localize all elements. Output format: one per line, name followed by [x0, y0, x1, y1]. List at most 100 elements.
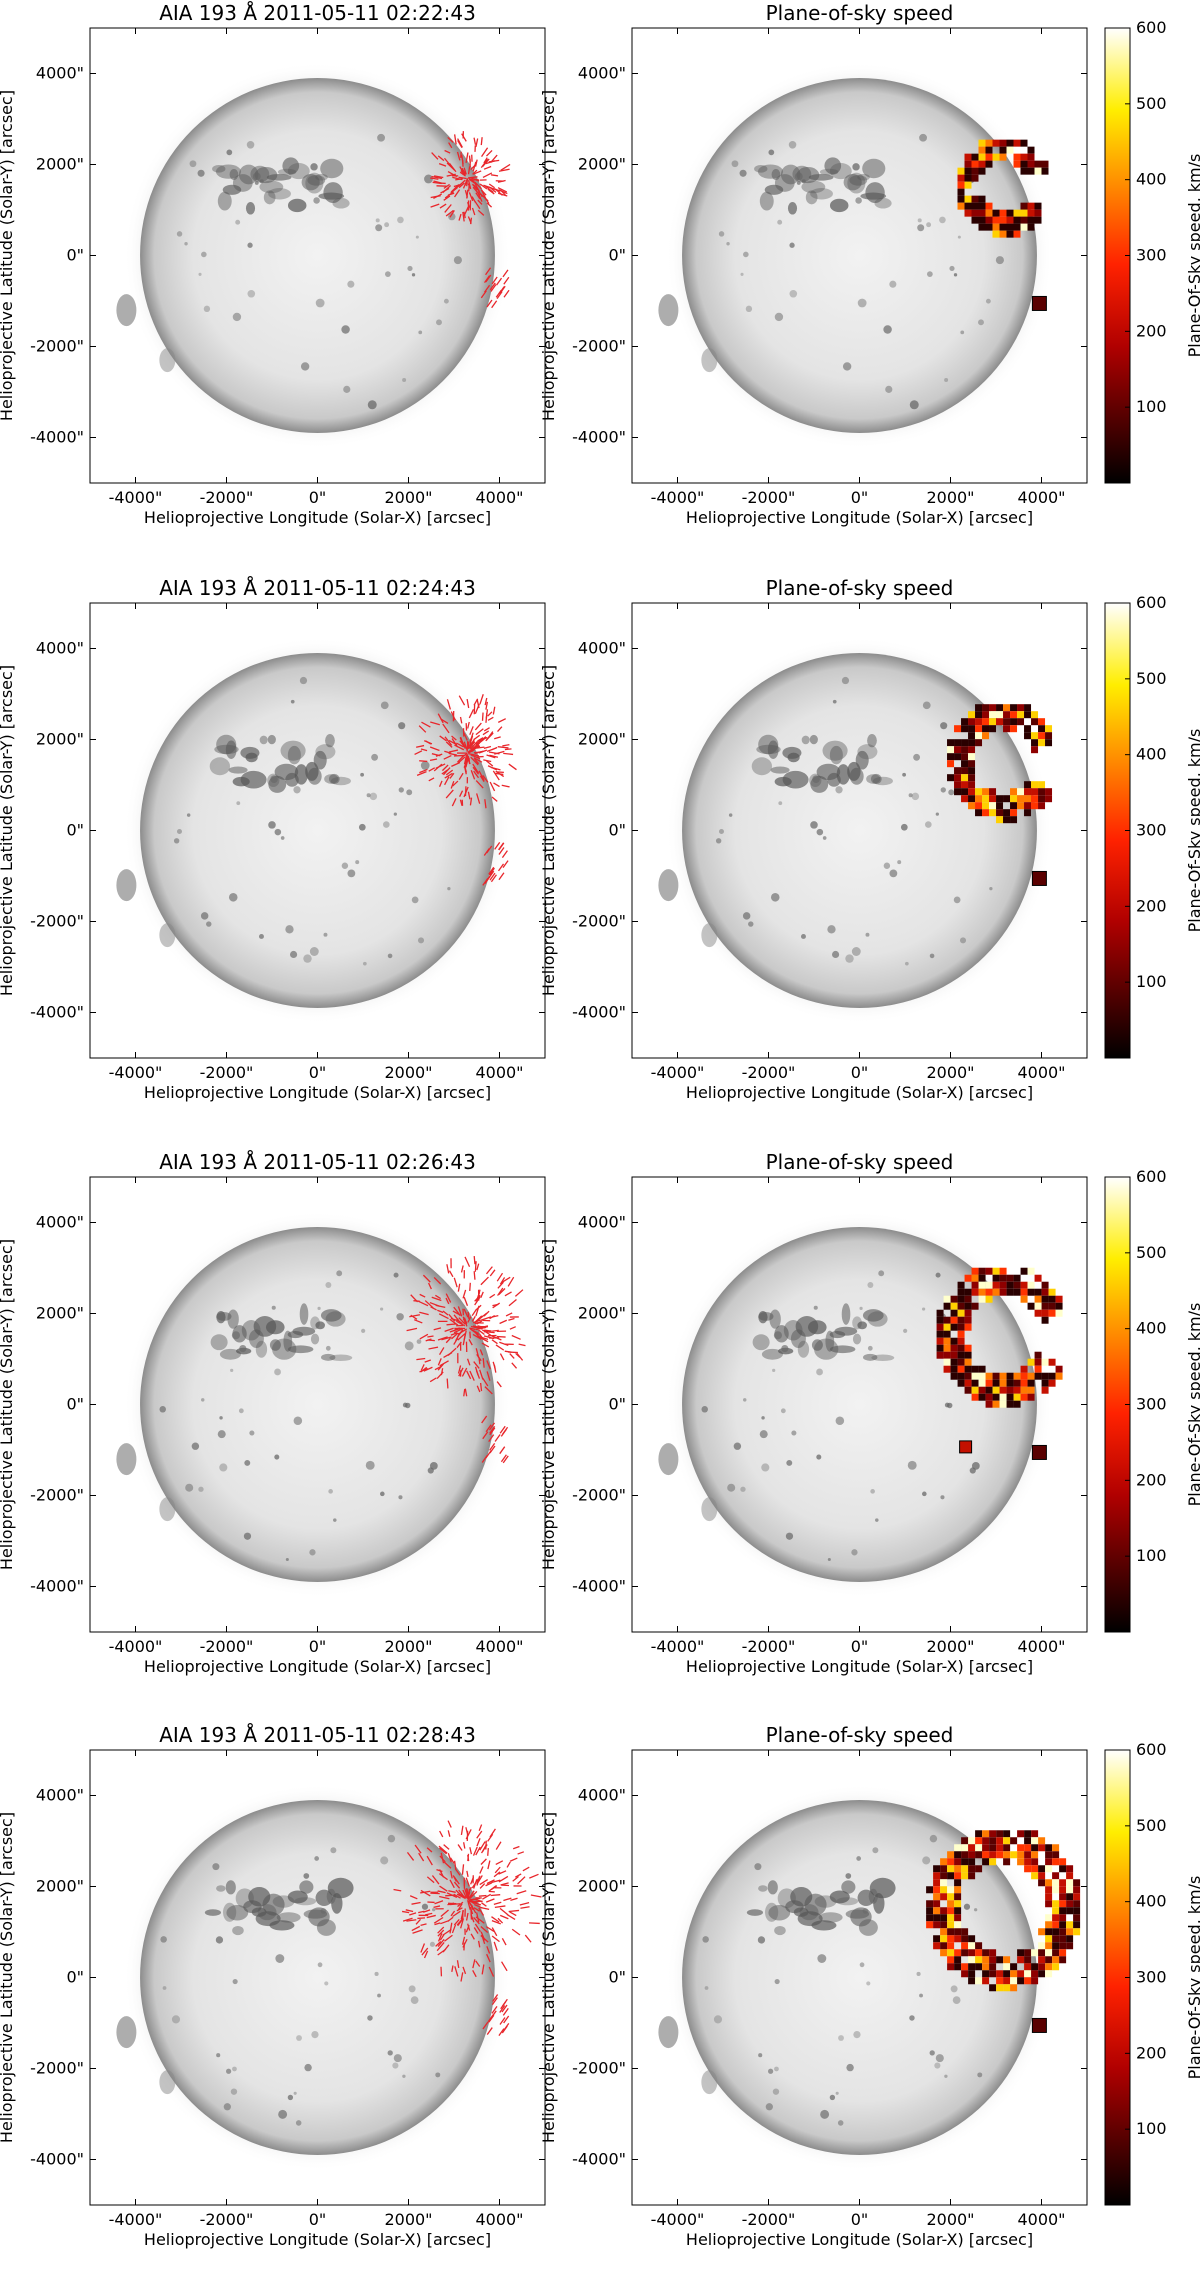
velocity-vector [511, 1362, 518, 1369]
speed-pixel [985, 1288, 993, 1296]
active-region-blob [780, 164, 801, 185]
speed-pixel [996, 1970, 1004, 1978]
velocity-vector [468, 752, 480, 757]
speed-pixel [957, 1323, 965, 1331]
velocity-vector [438, 1847, 448, 1855]
speed-pixel [950, 1309, 958, 1317]
y-tick-label: 4000" [578, 639, 626, 658]
velocity-vector [489, 1426, 496, 1434]
coronal-hole [701, 1497, 718, 1522]
coronal-spot [371, 753, 379, 761]
coronal-spot [317, 1962, 323, 1968]
speed-pixel [947, 774, 955, 782]
velocity-vector [443, 183, 450, 189]
velocity-vector [466, 201, 472, 210]
speed-pixel [936, 1330, 944, 1338]
speed-pixel [1073, 1886, 1081, 1894]
speed-pixel [957, 195, 965, 203]
velocity-vector [419, 1333, 429, 1340]
active-region-blob [759, 191, 774, 211]
coronal-spot [768, 149, 775, 156]
speed-pixel [971, 202, 979, 210]
velocity-vector [431, 175, 443, 180]
coronal-spot [851, 1549, 858, 1556]
speed-pixel [985, 1393, 993, 1401]
velocity-vector [462, 178, 469, 189]
coronal-spot [837, 2120, 844, 2126]
speed-pixel [1034, 167, 1042, 175]
speed-pixel [947, 760, 955, 768]
speed-pixel [943, 1323, 951, 1331]
coronal-spot [801, 933, 806, 939]
velocity-vector [476, 793, 481, 804]
coronal-spot [435, 2072, 441, 2078]
speed-pixel [933, 1872, 941, 1880]
speed-pixel [954, 1858, 962, 1866]
active-region-blob [299, 1880, 314, 1894]
active-region-blob [305, 172, 324, 194]
velocity-vector [488, 1422, 496, 1431]
speed-pixel [1034, 1365, 1042, 1373]
y-tick-label: -4000" [572, 428, 626, 447]
velocity-vector [449, 772, 455, 779]
coronal-spot [701, 1406, 708, 1413]
speed-pixel [992, 1281, 1000, 1289]
coronal-spot [203, 305, 211, 313]
coronal-spot [303, 954, 312, 963]
velocity-vector [511, 1928, 521, 1936]
speed-pixel [1045, 1851, 1053, 1859]
active-region-blob [843, 173, 862, 191]
coronal-spot [274, 1454, 280, 1460]
coronal-spot [396, 1313, 404, 1321]
speed-pixel [1041, 1309, 1049, 1317]
speed-pixel [954, 739, 962, 747]
colorbar-tick-label: 300 [1136, 821, 1167, 840]
coronal-spot [841, 676, 850, 685]
speed-pixel [961, 725, 969, 733]
velocity-vector [512, 1845, 520, 1850]
velocity-vector [469, 1899, 475, 1905]
speed-pixel [1041, 167, 1049, 175]
velocity-vector [434, 1900, 444, 1905]
velocity-vector [420, 1366, 428, 1373]
velocity-vector [461, 1864, 465, 1875]
velocity-vector [489, 1443, 496, 1451]
speed-pixel [992, 1386, 1000, 1394]
velocity-vector [468, 735, 474, 747]
speed-pixel [1041, 1386, 1049, 1394]
velocity-vector [420, 1889, 431, 1897]
velocity-vector [480, 1276, 489, 1286]
coronal-spot [822, 836, 827, 840]
speed-pixel [989, 711, 997, 719]
active-region-blob [287, 198, 307, 213]
colorbar-label: Plane-Of-Sky speed, km/s [1185, 154, 1200, 358]
speed-pixel [971, 1267, 979, 1275]
coronal-spot [393, 2054, 402, 2063]
speed-pixel [996, 1977, 1004, 1985]
velocity-vector [423, 1366, 433, 1372]
velocity-vector [472, 1959, 476, 1969]
speed-pixel [968, 1865, 976, 1873]
active-region-blob [269, 1339, 281, 1351]
coronal-hole [701, 2070, 718, 2095]
x-tick-label: -4000" [109, 488, 163, 507]
speed-pixel [1059, 1900, 1067, 1908]
speed-pixel [1055, 1365, 1063, 1373]
velocity-vector [450, 187, 458, 194]
coronal-spot [252, 172, 261, 181]
speed-pixel [943, 1337, 951, 1345]
velocity-vector [429, 1301, 440, 1307]
speed-pixel [985, 160, 993, 168]
speed-pixel [961, 753, 969, 761]
row-0-left-panel: -4000" -2000" 0" 2000" 4000"4000"2000"0"-200… [0, 1, 546, 527]
velocity-vector [446, 1378, 449, 1389]
velocity-vector [499, 1277, 506, 1285]
velocity-vector [460, 1972, 464, 1982]
velocity-vector [499, 2005, 506, 2013]
speed-pixel [989, 1949, 997, 1957]
velocity-vector [458, 182, 465, 189]
velocity-vector [453, 1306, 461, 1317]
speed-pixel [982, 711, 990, 719]
velocity-vector [447, 1820, 452, 1828]
speed-pixel [961, 1844, 969, 1852]
